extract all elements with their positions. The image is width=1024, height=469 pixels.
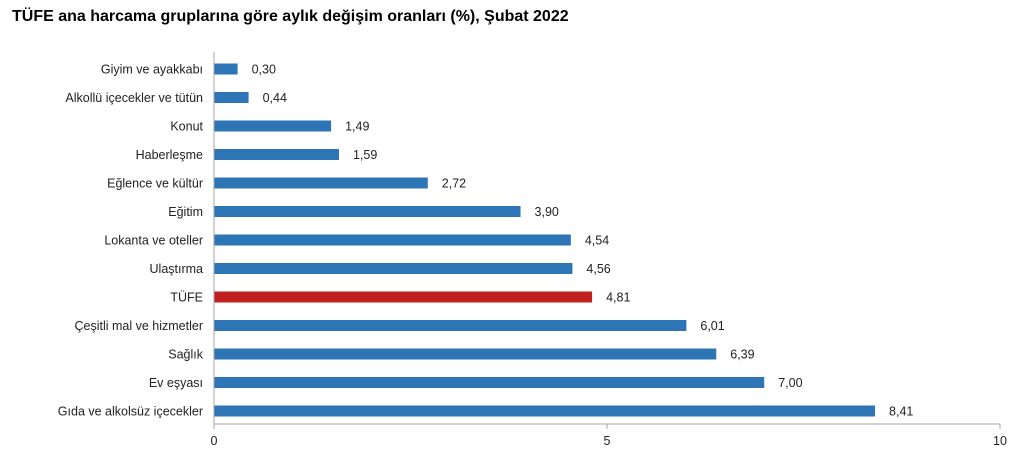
bar-haberle-me — [214, 149, 339, 160]
category-label-ev-e-yas: Ev eşyası — [149, 376, 203, 390]
bar-e-itli-mal-ve-hizmetler — [214, 320, 687, 331]
value-label-konut: 1,49 — [345, 120, 369, 134]
category-label-ula-t-rma: Ulaştırma — [150, 262, 204, 276]
bar-sa-l-k — [214, 348, 717, 360]
x-tick-label-0: 0 — [211, 434, 218, 448]
value-label-t-fe: 4,81 — [606, 291, 630, 305]
bar-e-lence-ve-k-lt-r — [214, 177, 428, 189]
value-label-sa-l-k: 6,39 — [730, 348, 754, 362]
bar-g-da-ve-alkols-z-i-ecekler — [214, 405, 876, 417]
value-label-e-itli-mal-ve-hizmetler: 6,01 — [700, 319, 724, 333]
category-label-konut: Konut — [170, 120, 203, 134]
value-label-haberle-me: 1,59 — [353, 148, 377, 162]
value-label-ev-e-yas: 7,00 — [778, 376, 802, 390]
value-label-ula-t-rma: 4,56 — [586, 262, 610, 276]
value-label-e-itim: 3,90 — [535, 205, 559, 219]
category-label-e-itli-mal-ve-hizmetler: Çeşitli mal ve hizmetler — [74, 319, 203, 333]
bar-t-fe — [214, 291, 593, 303]
category-label-e-itim: Eğitim — [168, 205, 203, 219]
value-label-g-da-ve-alkols-z-i-ecekler: 8,41 — [889, 405, 913, 419]
bar-ev-e-yas — [214, 377, 765, 388]
value-label-giyim-ve-ayakkab: 0,30 — [252, 63, 276, 77]
category-label-e-lence-ve-k-lt-r: Eğlence ve kültür — [107, 177, 203, 191]
category-label-alkoll-i-ecekler-ve-t-t-n: Alkollü içecekler ve tütün — [65, 91, 203, 105]
category-label-giyim-ve-ayakkab: Giyim ve ayakkabı — [101, 63, 203, 77]
value-label-lokanta-ve-oteller: 4,54 — [585, 234, 609, 248]
category-label-g-da-ve-alkols-z-i-ecekler: Gıda ve alkolsüz içecekler — [58, 405, 203, 419]
bar-giyim-ve-ayakkab — [214, 63, 238, 75]
bar-lokanta-ve-oteller — [214, 234, 571, 246]
category-label-t-fe: TÜFE — [170, 291, 203, 305]
bar-ula-t-rma — [214, 263, 573, 274]
x-tick-label-5: 5 — [604, 434, 611, 448]
bar-e-itim — [214, 206, 521, 217]
category-label-sa-l-k: Sağlık — [168, 348, 203, 362]
value-label-alkoll-i-ecekler-ve-t-t-n: 0,44 — [263, 91, 287, 105]
x-tick-label-10: 10 — [993, 434, 1007, 448]
category-label-haberle-me: Haberleşme — [136, 148, 203, 162]
category-label-lokanta-ve-oteller: Lokanta ve oteller — [104, 234, 203, 248]
bar-konut — [214, 120, 332, 132]
value-label-e-lence-ve-k-lt-r: 2,72 — [442, 177, 466, 191]
bar-alkoll-i-ecekler-ve-t-t-n — [214, 92, 249, 103]
chart-title: TÜFE ana harcama gruplarına göre aylık d… — [12, 8, 569, 25]
